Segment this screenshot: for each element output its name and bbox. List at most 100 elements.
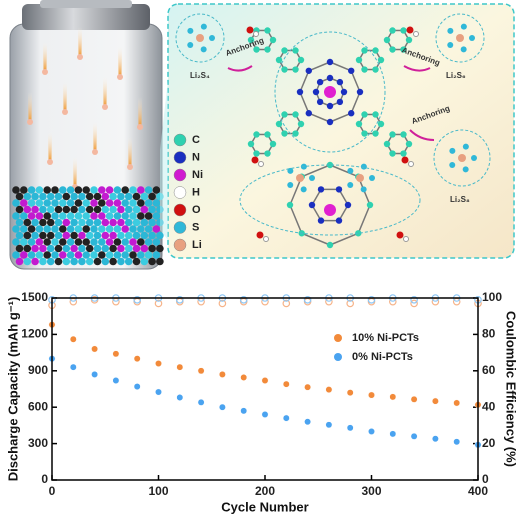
point	[261, 377, 269, 384]
atom	[297, 120, 305, 128]
particle	[59, 212, 67, 220]
point	[239, 296, 248, 304]
illustration: Li₂S₄ Li₂S₆ Li₂S₈ Anchoring Anchoring An…	[9, 0, 515, 270]
particle	[105, 186, 114, 194]
point	[453, 399, 461, 407]
s-atom	[187, 27, 194, 34]
battery-terminal	[40, 0, 132, 8]
atom	[281, 111, 288, 118]
atom	[400, 46, 407, 53]
bond	[329, 164, 359, 178]
atom	[296, 88, 304, 96]
particle	[132, 218, 141, 227]
particle	[12, 238, 20, 246]
legend-label: O	[192, 204, 201, 216]
particle	[46, 205, 55, 214]
point	[112, 377, 120, 384]
particle	[15, 218, 24, 227]
atom	[336, 78, 344, 86]
particle	[132, 244, 141, 253]
point	[69, 363, 77, 371]
particle	[66, 251, 75, 259]
particle	[35, 212, 44, 220]
particle	[15, 192, 24, 201]
s-atom	[347, 181, 354, 188]
point	[431, 397, 439, 405]
point	[155, 388, 162, 396]
point	[346, 424, 354, 432]
particle	[140, 244, 149, 253]
particle	[105, 212, 114, 220]
particle	[31, 244, 39, 253]
point	[69, 335, 77, 343]
particle	[23, 192, 32, 201]
point	[453, 438, 461, 446]
point	[431, 435, 439, 443]
legend-label: 10% Ni-PCTs	[352, 332, 419, 344]
point	[133, 383, 141, 391]
point	[346, 389, 354, 397]
s-atom	[300, 186, 307, 193]
legend-marker	[334, 353, 342, 361]
atom	[326, 102, 334, 110]
particle	[93, 244, 102, 253]
particle	[15, 231, 24, 240]
particle	[82, 225, 90, 233]
particle	[78, 218, 86, 227]
bond	[301, 164, 331, 178]
particle	[113, 251, 122, 259]
legend-swatch	[173, 203, 187, 217]
particle	[152, 238, 161, 246]
point	[410, 299, 418, 308]
particle	[39, 244, 47, 253]
atom	[317, 186, 325, 193]
particle	[74, 251, 83, 259]
atom	[264, 150, 271, 157]
point	[91, 345, 99, 353]
s-atom	[447, 41, 454, 48]
anchoring-arrow	[409, 129, 435, 141]
atom	[305, 110, 312, 117]
plot-frame	[51, 297, 479, 481]
legend-label: Li	[192, 239, 202, 251]
li-atom	[456, 34, 464, 42]
particle	[23, 205, 32, 214]
s-atom	[200, 46, 207, 53]
particle	[85, 244, 94, 253]
atom	[413, 31, 419, 37]
legend-label: H	[192, 186, 200, 198]
point	[197, 398, 205, 406]
particle	[152, 251, 161, 259]
particle	[35, 238, 44, 246]
particle	[148, 192, 156, 201]
particle	[129, 199, 137, 207]
drop-trail	[128, 137, 132, 165]
particle	[101, 218, 110, 227]
s-atom	[469, 35, 475, 41]
atom	[396, 231, 404, 239]
particle	[51, 225, 59, 233]
point	[282, 299, 291, 308]
particle	[54, 205, 63, 214]
atom	[361, 47, 368, 54]
particle	[124, 244, 133, 253]
point	[410, 432, 418, 440]
atom	[348, 110, 355, 117]
particle	[144, 251, 153, 259]
atom	[264, 27, 271, 34]
particle	[62, 205, 71, 214]
particle	[27, 238, 36, 246]
particle	[20, 212, 28, 220]
drop-trail	[63, 82, 67, 110]
drop-trail	[43, 42, 47, 70]
particle	[51, 186, 59, 194]
particle	[74, 238, 83, 246]
particle	[39, 192, 47, 201]
particle	[85, 231, 94, 240]
particle	[46, 244, 55, 253]
particle	[124, 192, 133, 201]
chart: Cycle Number Discharge Capacity (mAh g⁻¹…	[5, 290, 518, 514]
atom	[246, 26, 254, 34]
particle	[66, 212, 75, 220]
li-atom	[356, 174, 364, 182]
